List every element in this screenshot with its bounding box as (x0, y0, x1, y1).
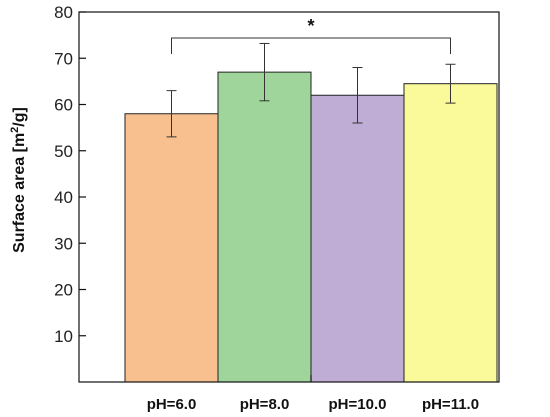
bar-ph60 (124, 113, 219, 383)
y-tick-label: 10 (54, 327, 73, 346)
bar-ph100 (310, 94, 405, 383)
y-tick-label: 80 (54, 3, 73, 22)
x-axis: pH=6.0 pH=8.0 pH=10.0 pH=11.0 (147, 375, 479, 413)
y-axis: 10 20 30 40 50 60 70 80 (54, 3, 86, 346)
bar-ph110 (403, 83, 498, 383)
y-axis-title-superscript: 2 (9, 127, 21, 133)
y-tick-label: 60 (54, 96, 73, 115)
x-category-label: pH=11.0 (422, 396, 479, 413)
x-category-label: pH=6.0 (147, 396, 197, 413)
plot-frame (78, 11, 500, 383)
y-axis-title: Surface area [m2/g] (9, 107, 28, 253)
plot-area-border (78, 11, 500, 383)
error-bars (166, 42, 456, 138)
bar-ph80 (217, 71, 312, 383)
y-tick-label: 30 (54, 234, 73, 253)
y-tick-label: 40 (54, 188, 73, 207)
y-tick-label: 70 (54, 49, 73, 68)
y-tick-label: 50 (54, 142, 73, 161)
significance-line (171, 37, 451, 54)
significance-bracket: * (171, 16, 451, 54)
x-category-label: pH=10.0 (329, 396, 387, 413)
x-category-label: pH=8.0 (240, 396, 290, 413)
significance-marker: * (307, 16, 314, 36)
y-tick-label: 20 (54, 281, 73, 300)
bars (124, 71, 498, 383)
